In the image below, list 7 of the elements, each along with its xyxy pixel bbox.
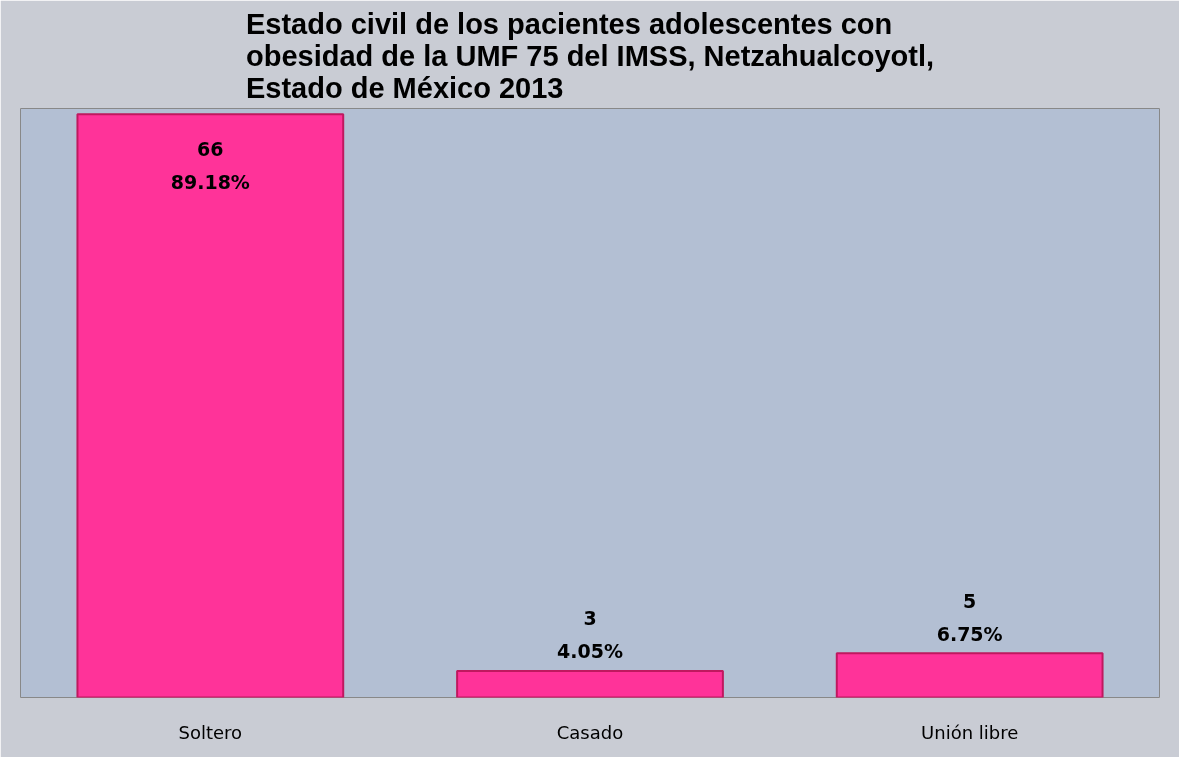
data-label: 66 89.18%: [170, 137, 250, 193]
data-label: 3 4.05%: [557, 607, 623, 663]
x-tick-label: Unión libre: [921, 721, 1019, 743]
x-tick-label: Casado: [556, 721, 624, 743]
chart-title: Estado civil de los pacientes adolescentes con obesidad de la UMF 75 del IMSS, Netzahualcoyotl, Estado de México 2013: [245, 7, 935, 104]
data-label: 5 6.75%: [936, 589, 1003, 645]
x-tick-label: Soltero: [178, 721, 243, 743]
